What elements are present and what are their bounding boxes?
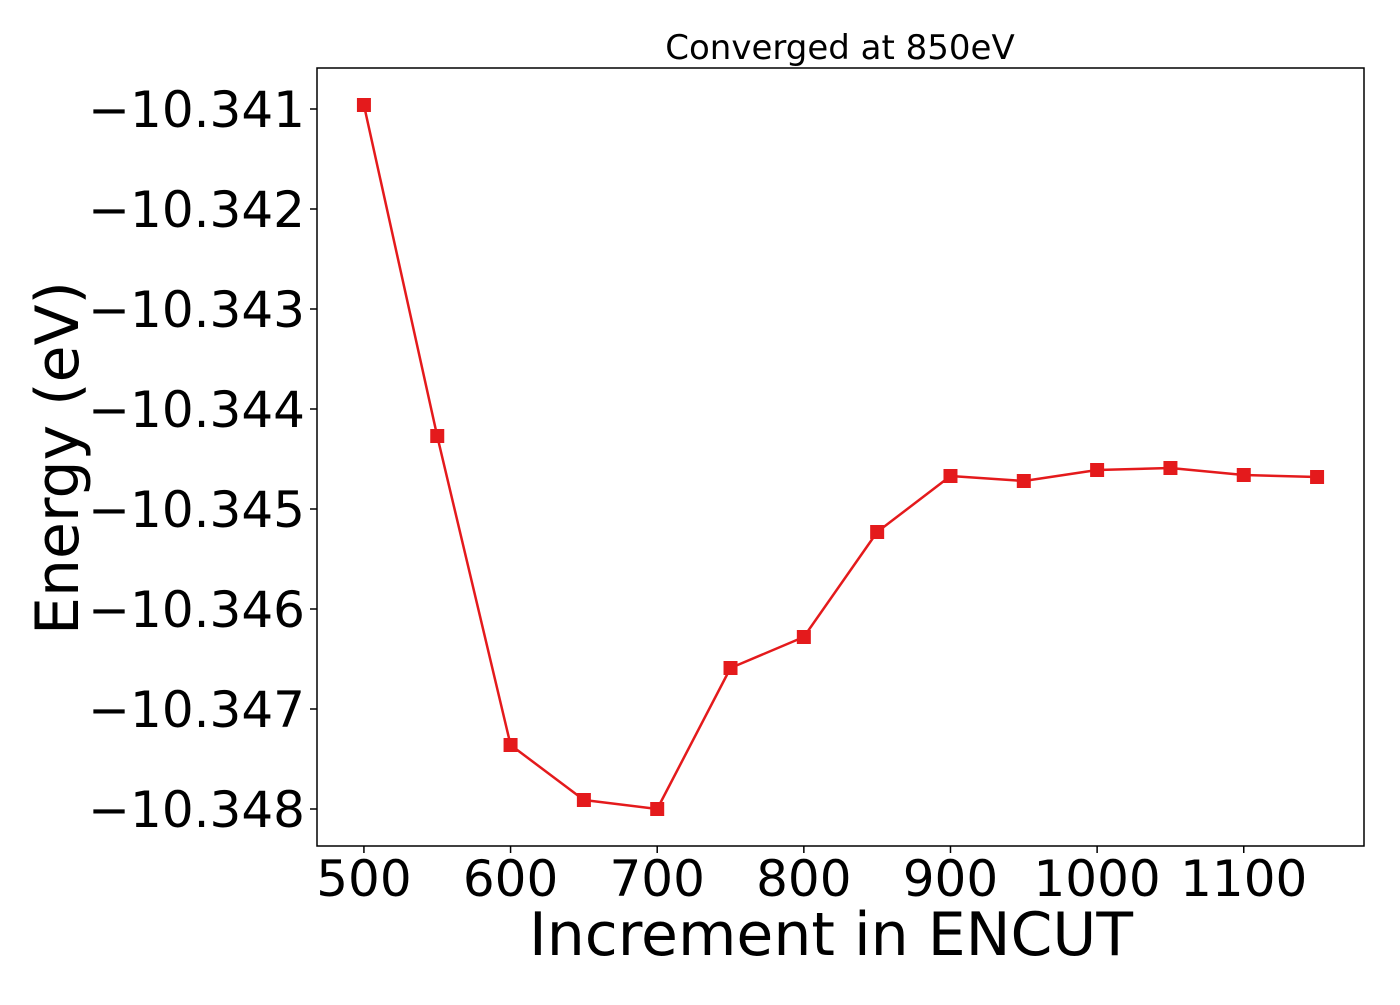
data-point-marker [1090, 463, 1105, 477]
x-tick-label: 600 [463, 850, 558, 908]
y-tick-label: −10.347 [88, 681, 305, 739]
x-tick-label: 1000 [1033, 850, 1160, 908]
data-point-marker [1236, 468, 1251, 482]
x-tick-label: 500 [316, 850, 411, 908]
y-tick-label: −10.348 [88, 781, 305, 839]
series-line [362, 104, 1318, 811]
data-point-marker [1016, 474, 1031, 488]
data-point-marker [356, 98, 371, 112]
data-point-marker [870, 525, 885, 539]
x-tick-label: 1100 [1180, 850, 1307, 908]
series-layer [356, 98, 1325, 816]
data-point-marker [943, 469, 958, 483]
x-tick-label: 700 [609, 850, 704, 908]
data-point-marker [1163, 461, 1178, 475]
chart-title: Converged at 850eV [665, 28, 1014, 68]
data-point-marker [430, 429, 445, 443]
axis-ticks: 500 600 700 800 900 1000 1100 −10.341 −10.342 −10… [88, 81, 1307, 908]
y-axis-title: Energy (eV) [23, 281, 93, 635]
data-point-marker [650, 802, 665, 816]
y-tick-label: −10.345 [88, 481, 305, 539]
y-tick-label: −10.342 [88, 181, 305, 239]
y-tick-label: −10.343 [88, 281, 305, 339]
data-point-marker [503, 738, 518, 752]
x-axis-title: Increment in ENCUT [529, 900, 1133, 970]
plot-area-frame [316, 67, 1365, 847]
y-tick-label: −10.346 [88, 581, 305, 639]
x-tick-label: 900 [903, 850, 998, 908]
x-tick-label: 800 [756, 850, 851, 908]
data-point-marker [796, 630, 811, 644]
data-point-marker [1310, 470, 1325, 484]
y-tick-label: −10.344 [88, 381, 305, 439]
data-point-marker [576, 793, 591, 807]
y-tick-label: −10.341 [88, 81, 305, 139]
data-point-marker [723, 661, 738, 675]
